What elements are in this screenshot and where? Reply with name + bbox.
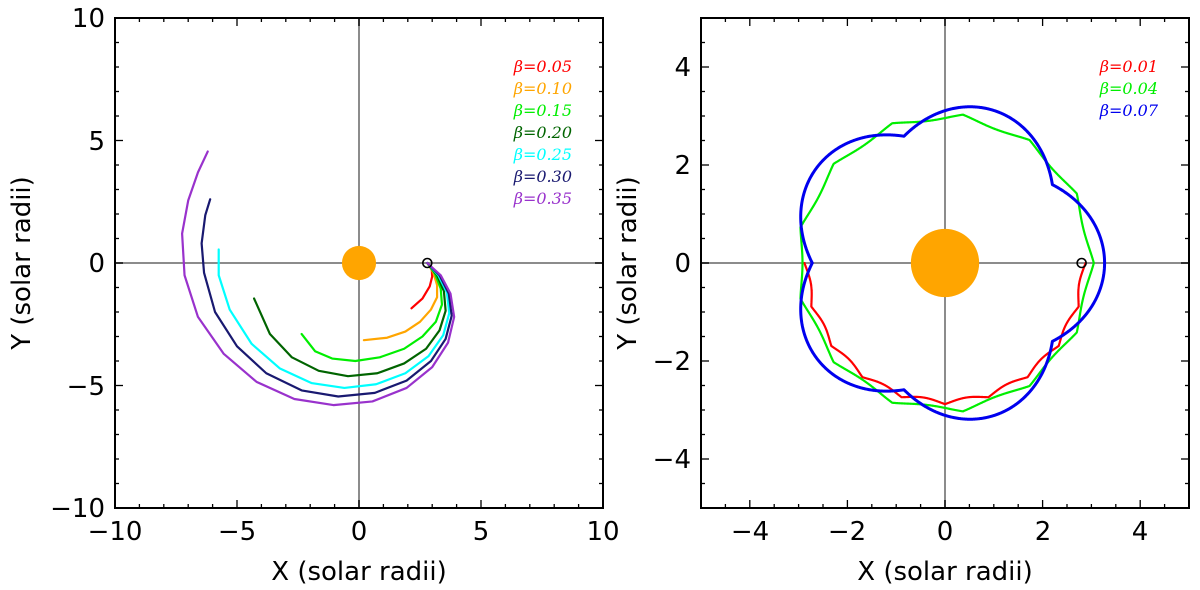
right-ytick-label: 2 <box>674 151 691 181</box>
legend-entry: β=0.25 <box>513 145 572 164</box>
right-xtick-label: 2 <box>1035 517 1052 547</box>
legend-entry: β=0.10 <box>513 79 572 98</box>
sun-disk <box>910 228 980 298</box>
right-xtick-label: 0 <box>937 517 954 547</box>
right-xtick-label: 4 <box>1132 517 1149 547</box>
right-ytick-label: 0 <box>674 249 691 279</box>
legend-entry: β=0.07 <box>1099 101 1159 120</box>
right-xtick-label: −4 <box>731 517 769 547</box>
left-ytick-label: −10 <box>50 494 105 524</box>
right-ytick-label: −4 <box>653 445 691 475</box>
right-ytick-label: −2 <box>653 347 691 377</box>
legend-entry: β=0.20 <box>513 123 572 142</box>
legend-entry: β=0.15 <box>513 101 572 120</box>
legend-entry: β=0.01 <box>1099 57 1158 76</box>
left-start-marker <box>422 257 433 269</box>
legend-entry: β=0.35 <box>513 189 572 208</box>
left-plot: −10 −5 0 5 10 −10 −5 0 5 10 X (solar rad… <box>7 4 620 587</box>
left-xtick-label: −5 <box>218 517 256 547</box>
right-start-marker <box>1076 257 1087 269</box>
right-trajectories <box>799 105 1107 421</box>
left-xtick-label: 5 <box>473 517 490 547</box>
series-line-5 <box>217 248 451 390</box>
left-x-axis-label: X (solar radii) <box>271 557 447 587</box>
series-line-6 <box>200 198 453 398</box>
left-ytick-label: 5 <box>88 127 105 157</box>
series-line-4 <box>252 261 447 378</box>
sun-disk <box>341 245 377 281</box>
series-line-3 <box>799 105 1107 421</box>
left-xtick-label: −10 <box>88 517 143 547</box>
left-sun <box>341 245 377 281</box>
left-xtick-label: 0 <box>351 517 368 547</box>
left-xtick-label: 10 <box>586 517 619 547</box>
series-line-1 <box>803 261 1087 406</box>
right-x-axis-label: X (solar radii) <box>857 557 1033 587</box>
left-ticks <box>114 17 604 509</box>
start-point-marker <box>422 257 433 269</box>
legend-entry: β=0.04 <box>1099 79 1158 98</box>
series-line-3 <box>300 261 444 363</box>
right-legend: β=0.01 β=0.04 β=0.07 <box>1099 57 1159 120</box>
series-line-1 <box>410 261 434 310</box>
left-legend: β=0.05 β=0.10 β=0.15 β=0.20 β=0.25 β=0.3… <box>513 57 572 208</box>
left-y-tick-labels: −10 −5 0 5 10 <box>50 4 105 524</box>
right-x-tick-labels: −4 −2 0 2 4 <box>731 517 1148 547</box>
right-ytick-label: 4 <box>674 53 691 83</box>
legend-entry: β=0.30 <box>513 167 572 186</box>
right-y-tick-labels: −4 −2 0 2 4 <box>653 53 691 475</box>
right-y-axis-label: Y (solar radii) <box>613 176 643 351</box>
start-point-marker <box>1076 257 1087 269</box>
series-line-2 <box>799 113 1095 413</box>
right-sun <box>910 228 980 298</box>
series-line-2 <box>362 261 439 342</box>
legend-entry: β=0.05 <box>513 57 572 76</box>
series-line-7 <box>181 150 456 407</box>
right-xtick-label: −2 <box>828 517 866 547</box>
left-ytick-label: 0 <box>88 249 105 279</box>
left-ytick-label: −5 <box>67 372 105 402</box>
left-trajectories <box>181 150 456 407</box>
right-plot: −4 −2 0 2 4 −4 −2 0 2 4 X (solar radii) … <box>613 17 1190 587</box>
right-ticks <box>700 17 1190 509</box>
left-x-tick-labels: −10 −5 0 5 10 <box>88 517 620 547</box>
left-ytick-label: 10 <box>72 4 105 34</box>
left-y-axis-label: Y (solar radii) <box>7 176 37 351</box>
